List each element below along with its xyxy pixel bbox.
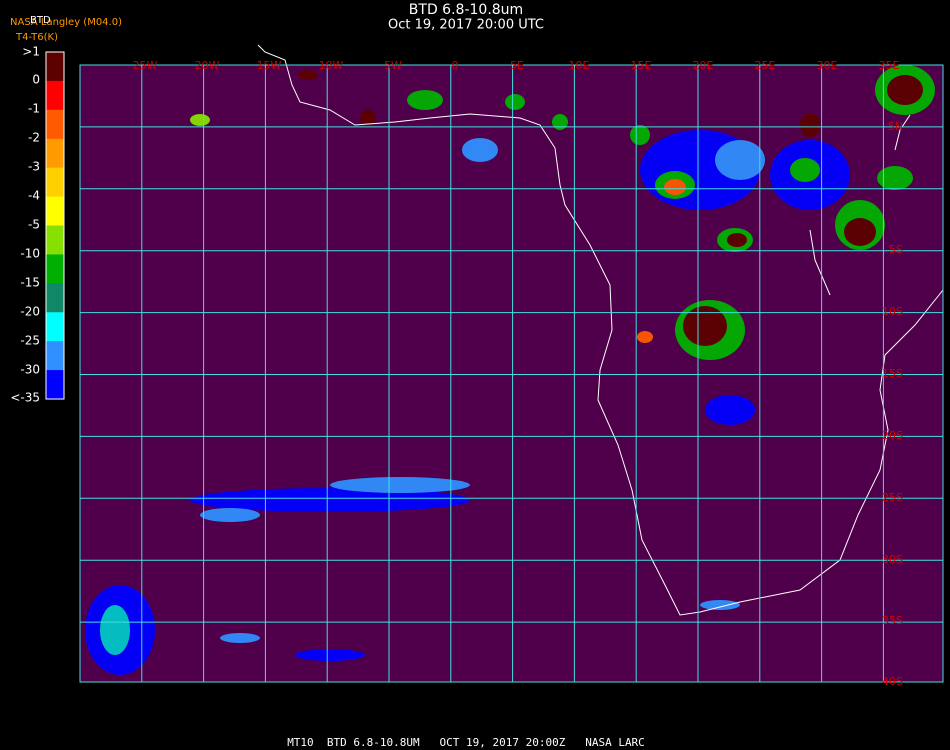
- lat-label: 15S: [882, 367, 903, 380]
- colorbar-frame: [45, 51, 65, 400]
- lon-label: 30E: [817, 59, 838, 72]
- colorbar-label: -4: [28, 189, 40, 203]
- lon-label: 25E: [755, 59, 776, 72]
- lat-label: 5N: [888, 120, 903, 133]
- colorbar-label: <-35: [10, 391, 40, 405]
- lon-label: 0: [452, 59, 459, 72]
- colorbar-label: 0: [32, 73, 40, 87]
- colorbar-swatch: [46, 341, 64, 371]
- title: BTD 6.8-10.8um: [409, 2, 523, 18]
- colorbar-swatch: [46, 225, 64, 255]
- lon-label: 5W: [384, 59, 402, 72]
- map-frame: [79, 64, 944, 683]
- lat-lon-grid: [80, 65, 943, 682]
- lon-label: 10W: [319, 59, 344, 72]
- lat-label: 5S: [889, 243, 903, 256]
- lon-label: 15W: [257, 59, 282, 72]
- colorbar-swatch: [46, 80, 64, 111]
- lat-label: 10S: [882, 305, 903, 318]
- coastline: [257, 44, 944, 616]
- colorbar-label: -20: [20, 305, 40, 319]
- colorbar-label: -2: [28, 131, 40, 145]
- colorbar-swatch: [46, 52, 64, 82]
- colorbar-label: -1: [28, 102, 40, 116]
- lon-label: 10E: [569, 59, 590, 72]
- colorbar-label: -30: [20, 363, 40, 377]
- lat-label: 25S: [882, 491, 903, 504]
- lon-label: 20E: [693, 59, 714, 72]
- colorbar-swatch: [46, 254, 64, 284]
- colorbar-swatch: [46, 196, 64, 226]
- colorbar-swatch: [46, 138, 64, 169]
- legend-title: BTD: [30, 15, 51, 26]
- legend-source: NASA Langley (M04.0): [10, 17, 122, 28]
- lon-label: 20W: [195, 59, 220, 72]
- colorbar-label: -10: [20, 247, 40, 261]
- colorbar-swatch: [46, 167, 64, 198]
- lon-label: 25W: [133, 59, 158, 72]
- footer: MT10 BTD 6.8-10.8UM OCT 19, 2017 20:00Z …: [287, 736, 645, 749]
- colorbar-label: -15: [20, 276, 40, 290]
- lon-label: 35E: [879, 59, 900, 72]
- subtitle: Oct 19, 2017 20:00 UTC: [388, 18, 544, 33]
- colorbar-swatch: [46, 370, 64, 400]
- colorbar-label: -5: [28, 218, 40, 232]
- lat-label: 40S: [882, 675, 903, 688]
- lat-label: 20S: [882, 429, 903, 442]
- colorbar-label: -3: [28, 160, 40, 174]
- cloud-field: [85, 65, 935, 675]
- lon-label: 15E: [631, 59, 652, 72]
- colorbar-label: -25: [20, 334, 40, 348]
- legend-unit: T4-T6(K): [15, 32, 58, 43]
- lon-label: 5E: [510, 59, 524, 72]
- colorbar-swatch: [46, 283, 64, 313]
- lat-label: 35S: [882, 614, 903, 627]
- lat-label: 30S: [882, 553, 903, 566]
- colorbar-label: >1: [22, 45, 40, 59]
- colorbar-swatch: [46, 312, 64, 342]
- colorbar-swatch: [46, 109, 64, 140]
